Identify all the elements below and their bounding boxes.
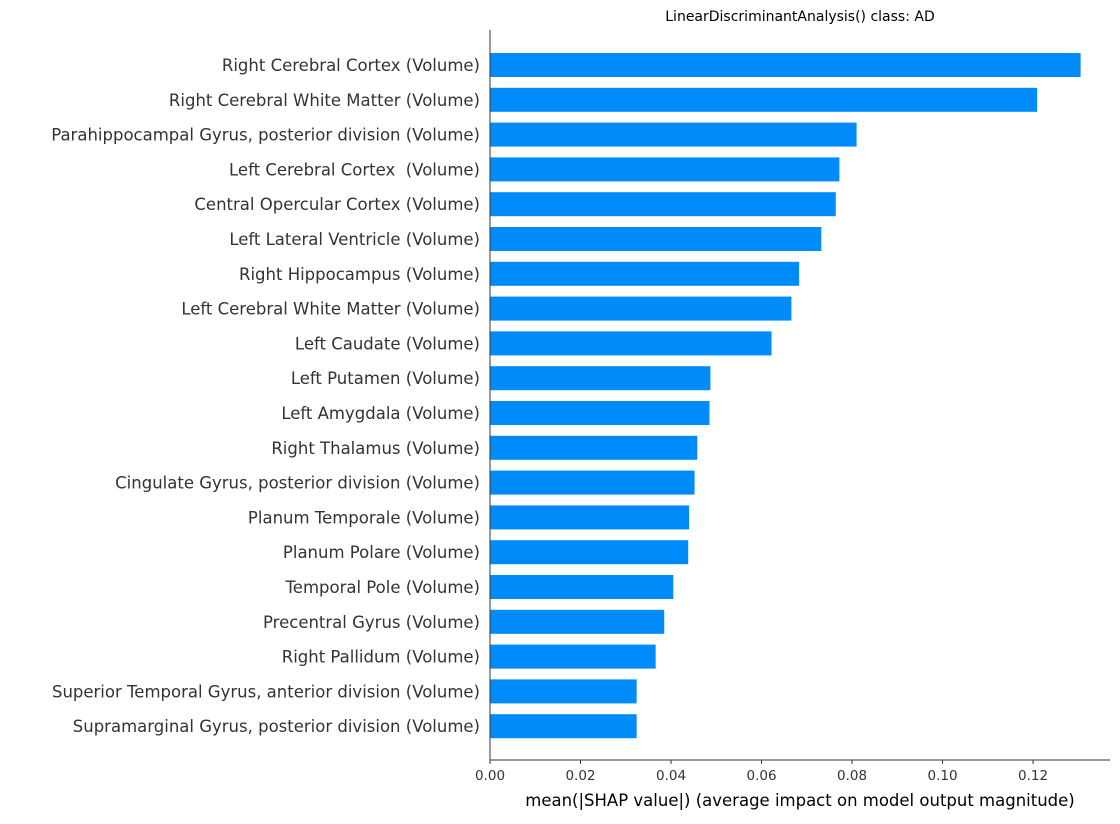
- category-label: Temporal Pole (Volume): [285, 578, 480, 597]
- category-label: Superior Temporal Gyrus, anterior divisi…: [52, 682, 480, 701]
- x-tick-label: 0.10: [928, 768, 958, 784]
- bar: [490, 261, 800, 286]
- category-label: Planum Polare (Volume): [283, 543, 480, 562]
- category-label: Left Amygdala (Volume): [281, 404, 480, 423]
- bar: [490, 435, 698, 460]
- bar: [490, 644, 656, 669]
- category-label: Right Cerebral White Matter (Volume): [169, 91, 480, 110]
- bar: [490, 157, 840, 182]
- bars-group: [490, 53, 1081, 739]
- x-tick-label: 0.12: [1018, 768, 1048, 784]
- category-label: Supramarginal Gyrus, posterior division …: [73, 717, 480, 736]
- category-label: Central Opercular Cortex (Volume): [194, 195, 480, 214]
- category-label: Left Caudate (Volume): [295, 334, 480, 353]
- category-label: Cingulate Gyrus, posterior division (Vol…: [115, 474, 480, 493]
- x-tick-label: 0.08: [837, 768, 867, 784]
- bar: [490, 575, 674, 599]
- category-label: Left Cerebral Cortex (Volume): [229, 160, 480, 179]
- bar: [490, 714, 637, 739]
- x-tick-label: 0.00: [475, 768, 505, 784]
- category-label: Left Putamen (Volume): [291, 369, 480, 388]
- bar: [490, 331, 772, 356]
- category-label: Left Lateral Ventricle (Volume): [229, 230, 480, 249]
- x-axis-label: mean(|SHAP value|) (average impact on mo…: [525, 791, 1075, 810]
- category-label: Planum Temporale (Volume): [248, 508, 480, 527]
- category-label: Parahippocampal Gyrus, posterior divisio…: [51, 126, 480, 145]
- bar: [490, 296, 792, 321]
- x-tick-label: 0.06: [747, 768, 777, 784]
- category-label: Right Pallidum (Volume): [282, 648, 480, 667]
- x-axis-ticks: 0.00 0.02 0.04 0.06 0.08 0.10 0.12: [475, 760, 1048, 784]
- category-label: Right Cerebral Cortex (Volume): [222, 56, 480, 75]
- bar: [490, 679, 637, 704]
- bar: [490, 401, 710, 425]
- category-label: Left Cerebral White Matter (Volume): [181, 300, 480, 319]
- bar: [490, 227, 822, 251]
- category-label: Right Hippocampus (Volume): [239, 265, 480, 284]
- bar: [490, 53, 1081, 77]
- bar: [490, 192, 836, 217]
- category-label: Right Thalamus (Volume): [271, 439, 480, 458]
- category-labels: Right Cerebral Cortex (Volume) Right Cere…: [51, 56, 480, 736]
- bar: [490, 87, 1038, 112]
- bar: [490, 505, 690, 530]
- category-label: Precentral Gyrus (Volume): [263, 613, 480, 632]
- bar: [490, 470, 695, 495]
- bar: [490, 609, 665, 634]
- chart-title: LinearDiscriminantAnalysis() class: AD: [665, 9, 935, 25]
- bar: [490, 540, 689, 565]
- x-tick-label: 0.04: [656, 768, 686, 784]
- bar: [490, 366, 711, 391]
- x-tick-label: 0.02: [565, 768, 595, 784]
- bar: [490, 122, 857, 147]
